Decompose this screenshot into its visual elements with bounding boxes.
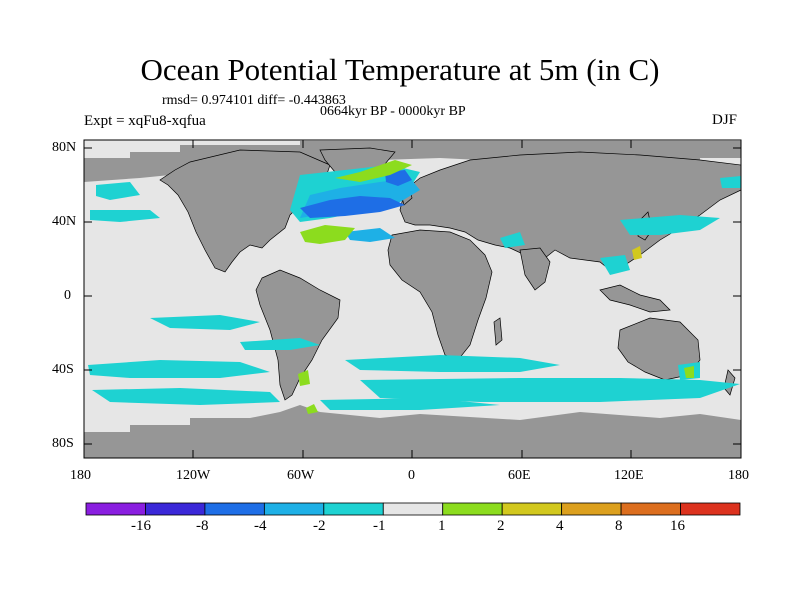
colorbar (85, 502, 741, 516)
colorbar-label: -1 (373, 518, 386, 534)
madagascar-land (493, 317, 503, 346)
colorbar-swatch (620, 502, 681, 516)
colorbar-swatch (501, 502, 563, 516)
colorbar-swatch (323, 502, 384, 516)
colorbar-swatch (680, 502, 741, 516)
colorbar-swatch (561, 502, 622, 516)
lon-label-180e: 180 (728, 468, 749, 483)
colorbar-swatch (442, 502, 503, 516)
india-land (519, 247, 551, 291)
colorbar-swatch (145, 502, 206, 516)
colorbar-label: -2 (313, 518, 326, 534)
lat-label-80n: 80N (52, 140, 77, 155)
africa-land (387, 229, 493, 361)
colorbar-label: 16 (670, 518, 685, 534)
lon-label-0: 0 (408, 468, 415, 483)
colorbar-label: -16 (131, 518, 151, 534)
lon-label-60e: 60E (508, 468, 531, 483)
colorbar-label: 2 (497, 518, 505, 534)
colorbar-label: -8 (196, 518, 209, 534)
anomaly-warm-2 (632, 246, 642, 260)
colorbar-swatch (263, 502, 325, 516)
lon-label-120e: 120E (614, 468, 644, 483)
colorbar-label: -4 (254, 518, 267, 534)
stats-line: rmsd= 0.974101 diff= -0.443863 (162, 93, 346, 108)
colorbar-swatch (382, 502, 444, 516)
colorbar-label: 4 (556, 518, 564, 534)
colorbar-label: 8 (615, 518, 623, 534)
colorbar-swatch (85, 502, 146, 516)
colorbar-label: 1 (438, 518, 446, 534)
colorbar-swatch (204, 502, 265, 516)
lat-label-40s: 40S (52, 362, 74, 377)
lon-label-60w: 60W (287, 468, 315, 483)
experiment-label: Expt = xqFu8-xqfua (84, 113, 206, 129)
lat-label-40n: 40N (52, 214, 77, 229)
axis-ticks (83, 140, 742, 458)
lat-label-80s: 80S (52, 436, 74, 451)
period-label: 0664kyr BP - 0000kyr BP (320, 104, 466, 119)
map-title: Ocean Potential Temperature at 5m (in C) (140, 52, 660, 87)
antarctica-land (84, 405, 741, 458)
anomaly-warm-1 (298, 160, 694, 414)
lat-label-0: 0 (64, 288, 71, 303)
new-zealand-land (723, 369, 736, 396)
lon-label-180w: 180 (70, 468, 91, 483)
season-label: DJF (712, 112, 738, 128)
lon-label-120w: 120W (176, 468, 211, 483)
indonesia-land (599, 284, 671, 313)
